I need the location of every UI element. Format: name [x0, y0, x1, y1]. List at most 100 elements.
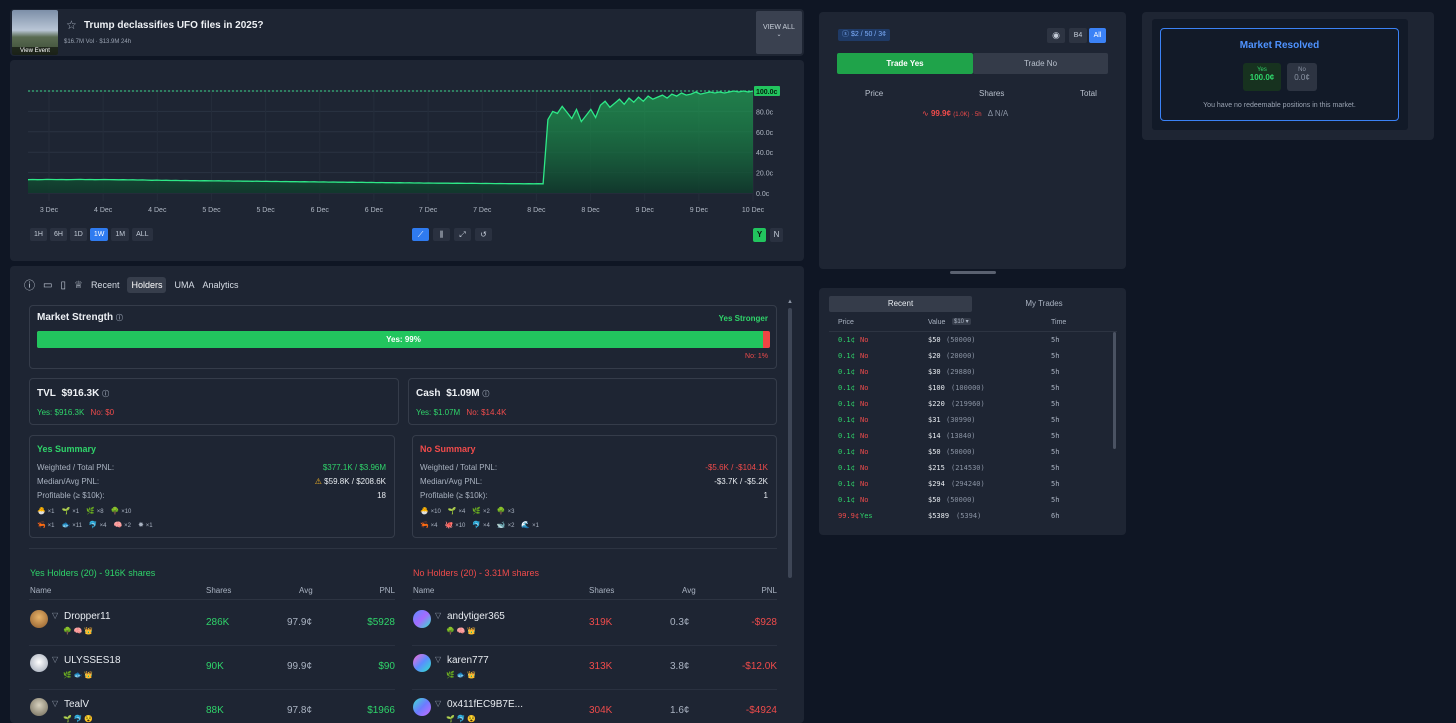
col-price: Price [838, 319, 854, 326]
tab-uma[interactable]: UMA [174, 280, 195, 290]
range-1d-button[interactable]: 1D [69, 228, 87, 241]
star-badge: ✸ ×1 [137, 522, 153, 529]
trade-row[interactable]: 0.1¢ No $50 (50000) 5h [829, 493, 1117, 509]
outcome-no-toggle[interactable]: N [770, 228, 783, 242]
spread-delta: Δ N/A [987, 109, 1009, 118]
scroll-up-icon[interactable]: ▲ [787, 299, 793, 305]
yes-median-line: Median/Avg PNL: ⚠ $59.8K / $208.6K [37, 477, 386, 486]
trade-shares: (219960) [951, 400, 985, 408]
trade-no-tab[interactable]: Trade No [973, 53, 1108, 74]
filter-icon[interactable]: ▽ [435, 699, 442, 708]
trades-list: 0.1¢ No $50 (50000) 5h 0.1¢ No $20 (20000) 5h 0.1¢… [829, 333, 1117, 529]
trade-time: 5h [1051, 400, 1060, 408]
filter-icon[interactable]: ▽ [52, 611, 59, 620]
strength-bar: Yes: 99% [37, 331, 770, 348]
event-thumbnail[interactable]: View Event [12, 10, 58, 55]
b4-button[interactable]: B4 [1069, 28, 1087, 43]
range-all-button[interactable]: ALL [132, 228, 153, 241]
holder-badges: 🌳 🧠 👑 [63, 628, 94, 635]
trade-shares: (100000) [951, 384, 985, 392]
holder-name[interactable]: TealV [64, 699, 90, 710]
trade-row[interactable]: 0.1¢ No $215 (214530) 5h [829, 461, 1117, 477]
range-6h-button[interactable]: 6H [49, 228, 67, 241]
details-tabs: ⓘ ▭ ▯ ♕ Recent Holders UMA Analytics [24, 276, 239, 294]
all-button[interactable]: All [1089, 28, 1106, 43]
chick-icon: 🐣 [420, 508, 431, 515]
col-value: Value [928, 319, 946, 326]
history-icon[interactable]: ↺ [475, 228, 492, 241]
star-icon: ✸ [137, 522, 146, 529]
view-all-button[interactable]: VIEW ALL ⌄ [756, 11, 802, 54]
no-summary-stats: Weighted / Total PNL: -$5.6K / -$104.1K M… [420, 463, 768, 503]
strength-yes-fill [37, 331, 763, 348]
trophy-icon[interactable]: ♕ [73, 279, 83, 291]
expand-icon[interactable]: ⤢ [454, 228, 471, 241]
ticket-badge[interactable]: ⓢ $2 / 50 / 3¢ [838, 29, 890, 41]
eye-icon[interactable]: ◉ [1047, 28, 1065, 43]
yes-pnl-line: Weighted / Total PNL: $377.1K / $3.96M [37, 463, 386, 472]
filter-icon[interactable]: ▽ [435, 611, 442, 620]
outcome-yes-toggle[interactable]: Y [753, 228, 766, 242]
trade-row[interactable]: 0.1¢ No $220 (219960) 5h [829, 397, 1117, 413]
badge-count: ×1 [72, 509, 80, 515]
trade-row[interactable]: 0.1¢ No $30 (29880) 5h [829, 365, 1117, 381]
trade-row[interactable]: 0.1¢ No $50 (50000) 5h [829, 445, 1117, 461]
range-1h-button[interactable]: 1H [30, 228, 47, 241]
holder-row[interactable]: ▽ Dropper11 🌳 🧠 👑 286K 97.9¢ $5928 [29, 602, 395, 646]
filter-icon[interactable]: ▽ [52, 655, 59, 664]
trend-icon: ∿ [922, 109, 931, 118]
holder-name[interactable]: ULYSSES18 [64, 655, 121, 666]
holder-row[interactable]: ▽ 0x411fEC9B7E... 🌱 🐬 😵 304K 1.6¢ -$4924 [412, 690, 777, 723]
trades-scrollbar[interactable] [1113, 332, 1116, 449]
info-icon[interactable]: ⓘ [24, 280, 35, 292]
comments-icon[interactable]: ▭ [43, 279, 53, 291]
range-1m-button[interactable]: 1M [111, 228, 130, 241]
range-1w-button[interactable]: 1W [89, 228, 109, 241]
holder-name[interactable]: Dropper11 [64, 611, 111, 622]
holder-row[interactable]: ▽ ULYSSES18 🌿 🐟 👑 90K 99.9¢ $90 [29, 646, 395, 690]
trade-row[interactable]: 99.9¢ Yes $5389 (5394) 6h [829, 509, 1117, 525]
trade-row[interactable]: 0.1¢ No $14 (13840) 5h [829, 429, 1117, 445]
yes-summary-stats: Weighted / Total PNL: $377.1K / $3.96M Me… [37, 463, 386, 503]
holder-name[interactable]: 0x411fEC9B7E... [447, 699, 523, 710]
wave-badge: 🌊 ×1 [521, 522, 539, 529]
tree-badge: 🌳 ×10 [111, 508, 132, 515]
range-selector: 1H 6H 1D 1W 1M ALL [30, 228, 153, 241]
details-scrollbar[interactable] [788, 308, 792, 578]
tab-holders[interactable]: Holders [127, 277, 167, 293]
badge-count: ×3 [507, 509, 515, 515]
chick-icon: 🐣 [37, 508, 48, 515]
info-icon: ⓘ [102, 391, 110, 398]
filter-icon[interactable]: ▽ [52, 699, 59, 708]
candles-icon[interactable]: ⫼ [433, 228, 450, 241]
trade-shares: (29880) [946, 368, 976, 376]
trade-row[interactable]: 0.1¢ No $50 (50000) 5h [829, 333, 1117, 349]
tab-my-trades[interactable]: My Trades [1025, 299, 1063, 308]
holder-row[interactable]: ▽ andytiger365 🌳 🧠 👑 319K 0.3¢ -$928 [412, 602, 777, 646]
trade-row[interactable]: 0.1¢ No $294 (294240) 5h [829, 477, 1117, 493]
tab-recent-trades[interactable]: Recent [829, 296, 972, 312]
trade-row[interactable]: 0.1¢ No $31 (30990) 5h [829, 413, 1117, 429]
trade-row[interactable]: 0.1¢ No $100 (100000) 5h [829, 381, 1117, 397]
tvl-no: No: $0 [90, 408, 115, 417]
holder-row[interactable]: ▽ TealV 🌱 🐬 😵 88K 97.8¢ $1966 [29, 690, 395, 723]
trade-row[interactable]: 0.1¢ No $20 (20000) 5h [829, 349, 1117, 365]
no-holders-title: No Holders (20) - 3.31M shares [413, 568, 540, 578]
trade-yes-tab[interactable]: Trade Yes [837, 53, 973, 74]
tab-recent[interactable]: Recent [90, 280, 120, 290]
holder-name[interactable]: andytiger365 [447, 611, 505, 622]
panel-resize-handle[interactable] [950, 271, 996, 274]
price-chart[interactable]: 80.0c 60.0c 40.0c 20.0c 0.0c 3 Dec 4 Dec 4 Dec 5… [10, 60, 804, 220]
star-icon[interactable]: ☆ [66, 18, 77, 32]
holder-name[interactable]: karen777 [447, 655, 489, 666]
value-filter[interactable]: $10 ▾ [952, 318, 971, 325]
yes-holders-header: Name Shares Avg PNL [29, 584, 395, 600]
document-icon[interactable]: ▯ [60, 279, 66, 291]
resolved-no-label: No [1298, 67, 1306, 73]
tab-analytics[interactable]: Analytics [202, 280, 239, 290]
y-tick-label: 20.0c [756, 171, 774, 178]
trade-value: $14 [928, 432, 941, 440]
filter-icon[interactable]: ▽ [435, 655, 442, 664]
holder-row[interactable]: ▽ karen777 🌿 🐟 👑 313K 3.8¢ -$12.0K [412, 646, 777, 690]
line-chart-icon[interactable]: ⟋ [412, 228, 429, 241]
